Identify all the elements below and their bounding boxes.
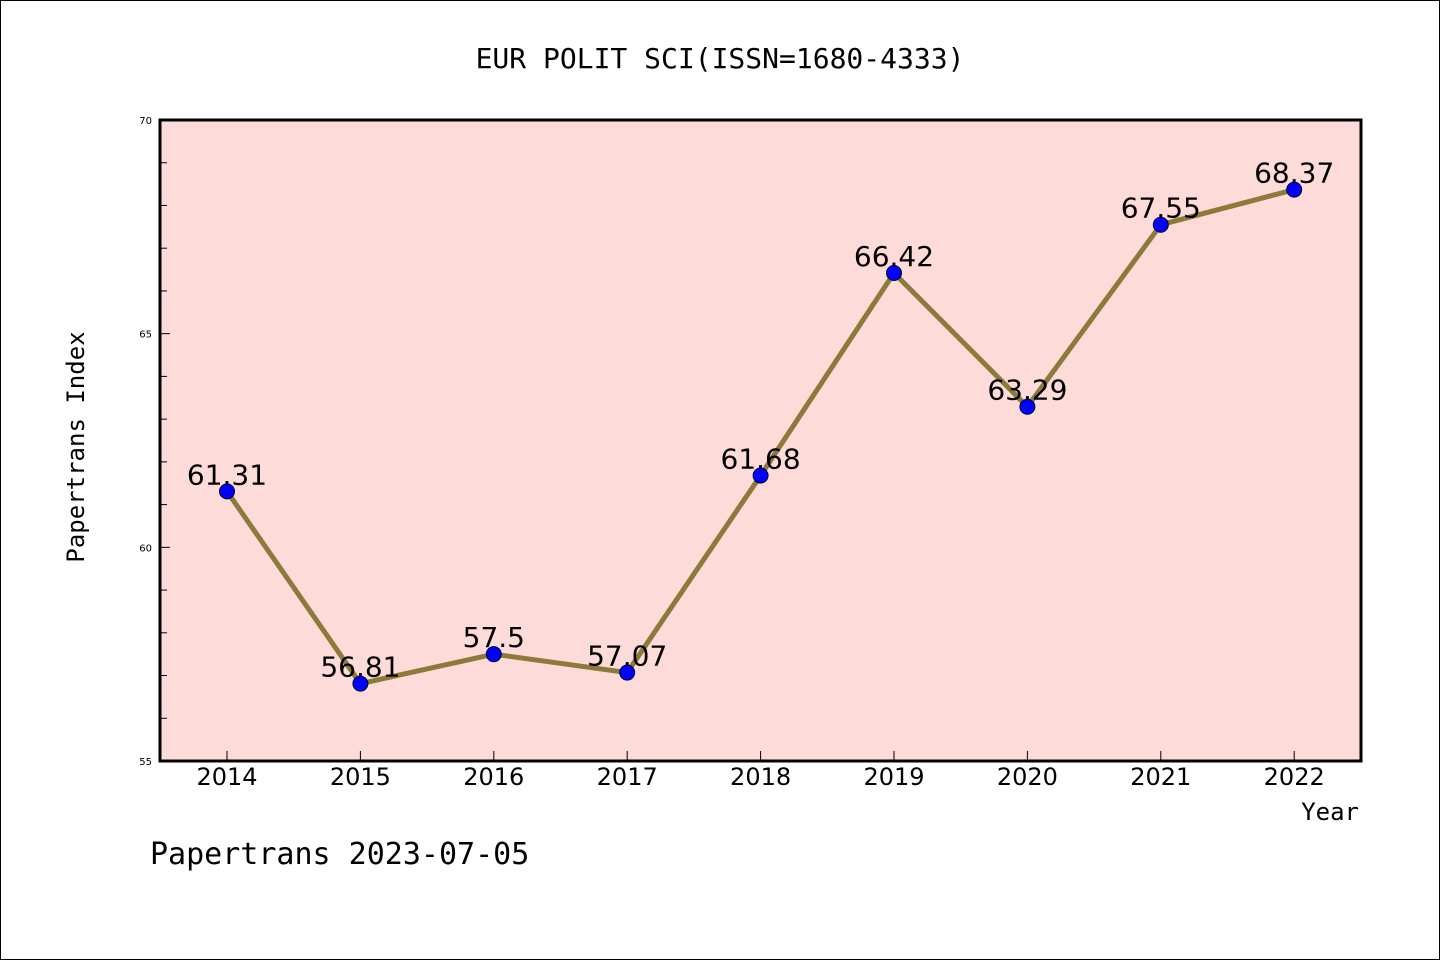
y-tick-label: 65 — [139, 330, 152, 341]
data-label: 68.37 — [1254, 157, 1334, 190]
x-tick-label: 2016 — [463, 763, 524, 791]
data-label: 61.31 — [187, 458, 267, 491]
x-tick-label: 2022 — [1264, 763, 1325, 791]
data-point — [752, 467, 769, 484]
y-axis: 55 60 65 70 — [139, 116, 170, 768]
data-label: 67.55 — [1121, 192, 1201, 225]
x-tick-label: 2021 — [1130, 763, 1191, 791]
footer-text: Papertrans 2023-07-05 — [150, 837, 529, 872]
x-tick-label: 2019 — [863, 763, 924, 791]
x-tick-label: 2020 — [997, 763, 1058, 791]
data-label: 57.07 — [587, 640, 667, 673]
y-tick-label: 60 — [139, 543, 152, 554]
y-axis-label: Papertrans Index — [62, 331, 90, 562]
x-tick-label: 2015 — [330, 763, 391, 791]
x-axis: 2014 2015 2016 2017 2018 2019 2020 2021 2022 — [196, 751, 1325, 791]
data-point — [219, 483, 235, 500]
chart-title: EUR POLIT SCI(ISSN=1680-4333) — [476, 42, 965, 75]
series-papertrans-index: 61.31 56.81 57.5 57.07 61.68 66.42 63.29 67.55 6… — [187, 157, 1334, 692]
data-label: 63.29 — [987, 374, 1067, 407]
y-tick-label: 55 — [139, 757, 152, 768]
y-tick-label: 70 — [139, 116, 152, 127]
data-point — [352, 675, 369, 692]
data-point — [1286, 181, 1303, 198]
x-tick-label: 2017 — [597, 763, 658, 791]
data-point — [1152, 216, 1169, 233]
x-axis-label: Year — [1301, 798, 1359, 826]
data-point — [485, 646, 502, 663]
x-tick-label: 2018 — [730, 763, 791, 791]
data-label: 66.42 — [854, 240, 934, 273]
data-label: 57.5 — [463, 621, 525, 654]
data-point — [1019, 398, 1036, 415]
x-tick-label: 2014 — [196, 763, 257, 791]
data-point — [886, 264, 902, 281]
data-label: 61.68 — [721, 443, 801, 476]
data-label: 56.81 — [320, 651, 400, 684]
data-point — [619, 664, 636, 681]
